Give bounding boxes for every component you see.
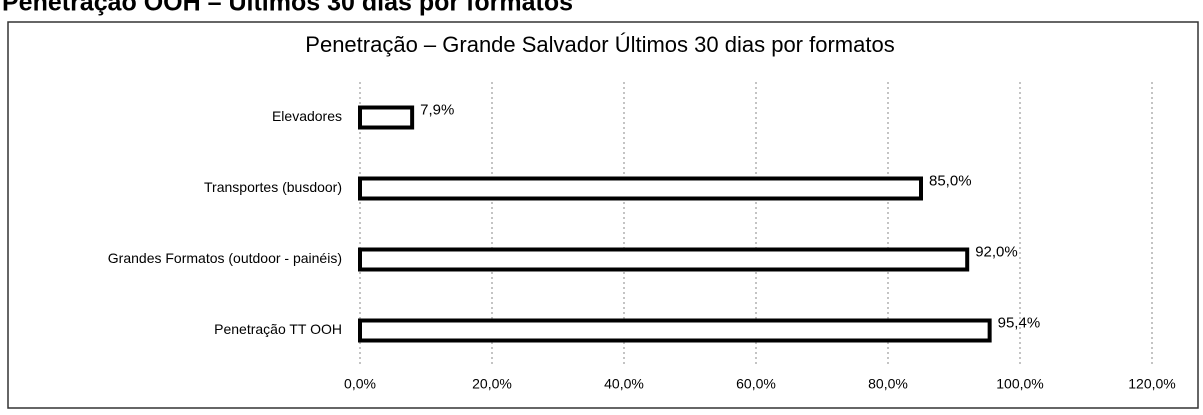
value-label: 7,9%	[420, 101, 454, 118]
x-tick-label: 20,0%	[472, 376, 512, 392]
bar	[358, 176, 923, 201]
bar	[358, 247, 970, 272]
bar	[358, 318, 992, 343]
y-tick-label: Transportes (busdoor)	[204, 179, 342, 195]
x-tick-label: 100,0%	[996, 376, 1043, 392]
x-tick-label: 40,0%	[604, 376, 644, 392]
chart-frame	[7, 21, 1199, 409]
value-label: 85,0%	[929, 172, 972, 189]
x-tick-label: 80,0%	[868, 376, 908, 392]
y-tick-label: Grandes Formatos (outdoor - painéis)	[108, 250, 342, 266]
y-tick-label: Penetração TT OOH	[214, 321, 342, 337]
bar	[358, 105, 415, 130]
chart-title: Penetração – Grande Salvador Últimos 30 …	[305, 32, 894, 57]
y-tick-label: Elevadores	[272, 108, 342, 124]
x-tick-label: 120,0%	[1128, 376, 1175, 392]
value-label: 95,4%	[998, 314, 1041, 331]
value-label: 92,0%	[975, 243, 1018, 260]
x-tick-label: 60,0%	[736, 376, 776, 392]
page-heading: Penetração OOH – Últimos 30 dias por for…	[2, 0, 573, 17]
x-tick-label: 0,0%	[344, 376, 376, 392]
